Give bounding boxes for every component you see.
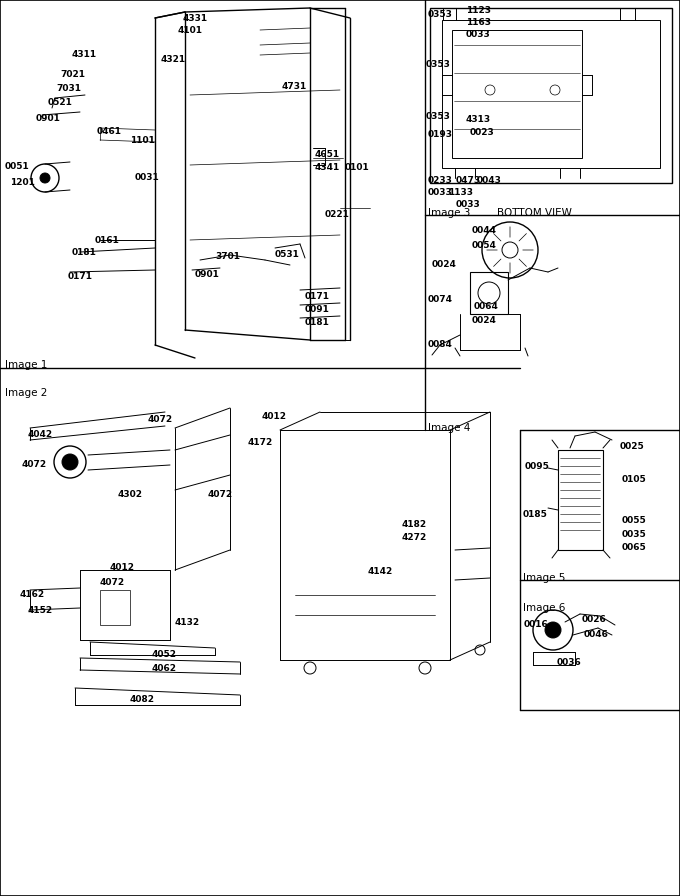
- Text: 0473: 0473: [456, 176, 481, 185]
- Text: 0024: 0024: [432, 260, 457, 269]
- Text: 1101: 1101: [130, 136, 155, 145]
- Text: 4162: 4162: [20, 590, 45, 599]
- Text: 0055: 0055: [622, 516, 647, 525]
- Bar: [558, 450, 603, 550]
- Text: 4182: 4182: [402, 520, 427, 529]
- Text: 0181: 0181: [72, 248, 97, 257]
- Text: 0171: 0171: [305, 292, 330, 301]
- Text: 4062: 4062: [152, 664, 177, 673]
- Text: 4072: 4072: [208, 490, 233, 499]
- Text: 4132: 4132: [175, 618, 200, 627]
- Text: 0033: 0033: [456, 200, 481, 209]
- Text: 0023: 0023: [470, 128, 495, 137]
- Text: 4012: 4012: [110, 563, 135, 572]
- Text: 0024: 0024: [472, 316, 497, 325]
- Text: 1163: 1163: [466, 18, 491, 27]
- Text: Image 3: Image 3: [428, 208, 471, 218]
- Text: 4302: 4302: [118, 490, 143, 499]
- Text: 0461: 0461: [97, 127, 122, 136]
- Text: 0044: 0044: [472, 226, 497, 235]
- Text: 0025: 0025: [620, 442, 645, 451]
- Text: BOTTOM VIEW: BOTTOM VIEW: [497, 208, 572, 218]
- Text: 0521: 0521: [48, 98, 73, 107]
- Text: 4311: 4311: [72, 50, 97, 59]
- Text: 4331: 4331: [183, 14, 208, 23]
- Text: 4651: 4651: [315, 150, 340, 159]
- Text: 4101: 4101: [178, 26, 203, 35]
- Text: 0101: 0101: [345, 163, 370, 172]
- Text: 7021: 7021: [60, 70, 85, 79]
- Text: 0084: 0084: [428, 340, 453, 349]
- Text: 4272: 4272: [402, 533, 427, 542]
- Text: 0171: 0171: [68, 272, 93, 281]
- Text: 0074: 0074: [428, 295, 453, 304]
- Text: 0046: 0046: [584, 630, 609, 639]
- Bar: [470, 272, 508, 314]
- Text: Image 5: Image 5: [523, 573, 565, 583]
- Text: 0193: 0193: [428, 130, 453, 139]
- Text: 0033: 0033: [466, 30, 491, 39]
- Text: Image 4: Image 4: [428, 423, 471, 433]
- Text: 3701: 3701: [215, 252, 240, 261]
- Text: 4072: 4072: [148, 415, 173, 424]
- Text: 0016: 0016: [524, 620, 549, 629]
- Text: Image 2: Image 2: [5, 388, 48, 398]
- Text: 0185: 0185: [523, 510, 548, 519]
- Text: Image 6: Image 6: [523, 603, 565, 613]
- Text: 4042: 4042: [28, 430, 53, 439]
- Text: 0353: 0353: [426, 60, 451, 69]
- Text: 0353: 0353: [426, 112, 451, 121]
- Text: 4321: 4321: [161, 55, 186, 64]
- Text: 4152: 4152: [28, 606, 53, 615]
- Text: 0233: 0233: [428, 176, 453, 185]
- Text: 0036: 0036: [557, 658, 582, 667]
- Circle shape: [62, 454, 78, 470]
- Text: 0161: 0161: [95, 236, 120, 245]
- Text: 1201: 1201: [10, 178, 35, 187]
- Text: 1133: 1133: [448, 188, 473, 197]
- Text: 0051: 0051: [5, 162, 30, 171]
- Text: 0105: 0105: [622, 475, 647, 484]
- Text: 0901: 0901: [36, 114, 61, 123]
- Bar: [442, 20, 660, 168]
- Text: 4082: 4082: [130, 695, 155, 704]
- Text: 0033: 0033: [428, 188, 453, 197]
- Text: Image 1: Image 1: [5, 360, 48, 370]
- Text: 4172: 4172: [248, 438, 273, 447]
- Text: 4731: 4731: [282, 82, 307, 91]
- Text: 0026: 0026: [582, 615, 607, 624]
- Text: 0064: 0064: [474, 302, 499, 311]
- Text: 7031: 7031: [56, 84, 81, 93]
- Text: 0054: 0054: [472, 241, 497, 250]
- Text: 4072: 4072: [22, 460, 47, 469]
- Text: 0095: 0095: [525, 462, 550, 471]
- Text: 0091: 0091: [305, 305, 330, 314]
- Text: 0031: 0031: [135, 173, 160, 182]
- Text: 0353: 0353: [428, 10, 453, 19]
- Text: 0065: 0065: [622, 543, 647, 552]
- Bar: [100, 590, 130, 625]
- Text: 0043: 0043: [477, 176, 502, 185]
- Bar: [452, 30, 582, 158]
- Text: 4341: 4341: [315, 163, 340, 172]
- Text: 0221: 0221: [325, 210, 350, 219]
- Circle shape: [545, 622, 561, 638]
- Bar: [430, 8, 672, 183]
- Text: 1123: 1123: [466, 6, 491, 15]
- Text: 4012: 4012: [262, 412, 287, 421]
- Circle shape: [40, 173, 50, 183]
- Text: 4072: 4072: [100, 578, 125, 587]
- Text: 0531: 0531: [275, 250, 300, 259]
- Text: 4052: 4052: [152, 650, 177, 659]
- Text: 4142: 4142: [368, 567, 393, 576]
- Text: 4313: 4313: [466, 115, 491, 124]
- Text: 0181: 0181: [305, 318, 330, 327]
- Text: 0901: 0901: [195, 270, 220, 279]
- Text: 0035: 0035: [622, 530, 647, 539]
